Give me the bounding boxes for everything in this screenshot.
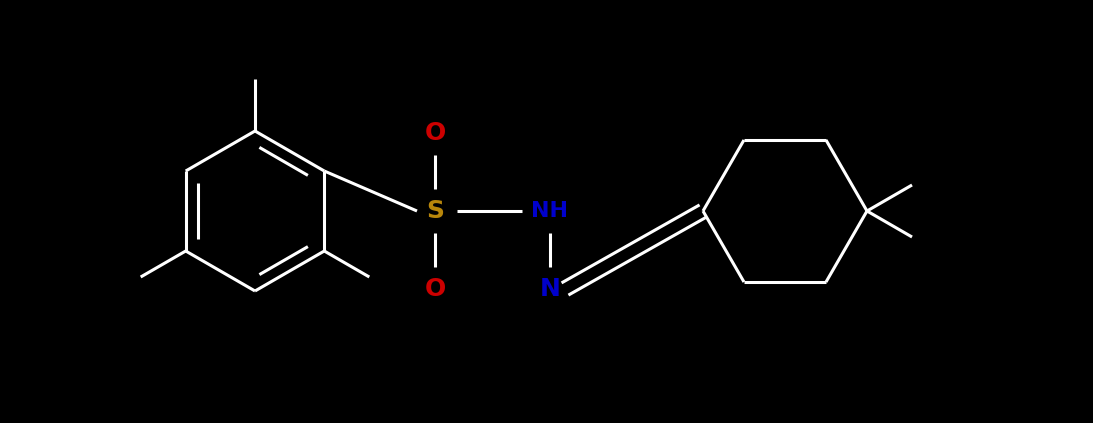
Text: O: O: [424, 277, 446, 301]
Text: O: O: [424, 121, 446, 145]
Text: S: S: [426, 199, 444, 223]
Text: NH: NH: [531, 201, 568, 221]
Text: N: N: [540, 277, 561, 301]
